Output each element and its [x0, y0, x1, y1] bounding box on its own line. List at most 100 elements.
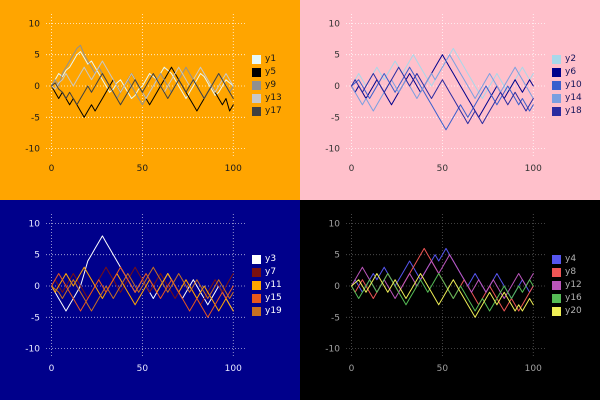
legend-swatch-icon [552, 307, 561, 316]
series-line-y4 [351, 247, 534, 299]
series-line-y14 [351, 54, 534, 112]
legend: y4 y8 y12 y16 y20 [552, 254, 582, 317]
legend-entry-y13: y13 [252, 93, 282, 104]
legend-entry-y9: y9 [252, 80, 282, 91]
legend-entry-y16: y16 [552, 293, 582, 304]
legend-swatch-icon [252, 294, 261, 303]
legend-entry-y8: y8 [552, 267, 582, 278]
y-tick-label: 5 [34, 51, 40, 61]
legend-label: y1 [265, 54, 277, 64]
series-line-y19 [51, 266, 234, 312]
legend-swatch-icon [252, 107, 261, 116]
legend-swatch-icon [552, 107, 561, 116]
legend-swatch-icon [252, 68, 261, 77]
series-line-y11 [51, 266, 234, 312]
legend-swatch-icon [552, 68, 561, 77]
x-tick-label: 0 [349, 164, 355, 174]
x-tick-label: 50 [437, 364, 449, 374]
legend-label: y15 [265, 293, 282, 303]
legend-swatch-icon [552, 294, 561, 303]
legend-label: y20 [565, 306, 582, 316]
chart-panel-top-left: -10 -5 0 5 10 0 50 100 y1 y5 y9 y13 y17 [0, 0, 300, 200]
series-line-y18 [351, 66, 534, 125]
legend-swatch-icon [252, 55, 261, 64]
legend-label: y11 [265, 280, 282, 290]
y-tick-label: 5 [334, 51, 340, 61]
legend-swatch-icon [552, 81, 561, 90]
legend-swatch-icon [252, 94, 261, 103]
chart-panel-bottom-left: -10 -5 0 5 10 0 50 100 y3 y7 y11 y15 y19 [0, 200, 300, 400]
legend-swatch-icon [552, 281, 561, 290]
y-tick-label: 0 [34, 282, 40, 292]
legend-entry-y20: y20 [552, 306, 582, 317]
y-tick-label: -5 [31, 313, 40, 323]
legend-label: y16 [565, 293, 582, 303]
legend-entry-y3: y3 [252, 254, 282, 265]
legend-entry-y2: y2 [552, 54, 582, 65]
y-tick-label: 5 [334, 251, 340, 261]
legend: y3 y7 y11 y15 y19 [252, 254, 282, 317]
series-line-y20 [351, 273, 534, 318]
legend-label: y9 [265, 80, 277, 90]
y-tick-label: 10 [29, 19, 41, 29]
y-tick-label: 0 [34, 82, 40, 92]
y-tick-label: -10 [25, 145, 40, 155]
y-tick-label: -5 [31, 113, 40, 123]
series-line-y15 [51, 266, 234, 318]
legend-entry-y6: y6 [552, 67, 582, 78]
x-tick-label: 50 [137, 364, 149, 374]
y-tick-label: 0 [334, 82, 340, 92]
legend-label: y8 [565, 267, 577, 277]
legend-label: y10 [565, 80, 582, 90]
legend-entry-y5: y5 [252, 67, 282, 78]
y-tick-label: -5 [331, 113, 340, 123]
legend-label: y13 [265, 93, 282, 103]
chart-panel-bottom-right: -10 -5 0 5 10 0 50 100 y4 y8 y12 y16 y20 [300, 200, 600, 400]
y-tick-label: -5 [331, 313, 340, 323]
legend-swatch-icon [252, 268, 261, 277]
legend-swatch-icon [252, 255, 261, 264]
x-tick-label: 50 [437, 164, 449, 174]
legend-entry-y1: y1 [252, 54, 282, 65]
legend-label: y18 [565, 106, 582, 116]
legend-entry-y4: y4 [552, 254, 582, 265]
legend-entry-y10: y10 [552, 80, 582, 91]
legend-swatch-icon [252, 281, 261, 290]
legend-entry-y11: y11 [252, 280, 282, 291]
legend-swatch-icon [552, 55, 561, 64]
y-tick-label: 10 [329, 19, 341, 29]
x-tick-label: 100 [525, 164, 542, 174]
legend-swatch-icon [252, 307, 261, 316]
legend: y2 y6 y10 y14 y18 [552, 54, 582, 117]
chart-panel-top-right: -10 -5 0 5 10 0 50 100 y2 y6 y10 y14 y18 [300, 0, 600, 200]
legend-entry-y12: y12 [552, 280, 582, 291]
legend-label: y19 [265, 306, 282, 316]
x-tick-label: 0 [349, 364, 355, 374]
legend-swatch-icon [552, 94, 561, 103]
legend: y1 y5 y9 y13 y17 [252, 54, 282, 117]
legend-entry-y14: y14 [552, 93, 582, 104]
x-tick-label: 100 [525, 364, 542, 374]
y-tick-label: -10 [325, 345, 340, 355]
legend-label: y6 [565, 67, 577, 77]
legend-swatch-icon [552, 255, 561, 264]
legend-swatch-icon [552, 268, 561, 277]
legend-label: y17 [265, 106, 282, 116]
legend-entry-y17: y17 [252, 106, 282, 117]
legend-label: y7 [265, 267, 277, 277]
legend-label: y2 [565, 54, 577, 64]
x-tick-label: 0 [49, 164, 55, 174]
x-tick-label: 0 [49, 364, 55, 374]
legend-entry-y15: y15 [252, 293, 282, 304]
y-tick-label: 0 [334, 282, 340, 292]
legend-entry-y18: y18 [552, 106, 582, 117]
y-tick-label: -10 [325, 145, 340, 155]
series-line-y1 [51, 51, 234, 99]
series-line-y17 [51, 73, 234, 106]
legend-label: y3 [265, 254, 277, 264]
legend-label: y14 [565, 93, 582, 103]
